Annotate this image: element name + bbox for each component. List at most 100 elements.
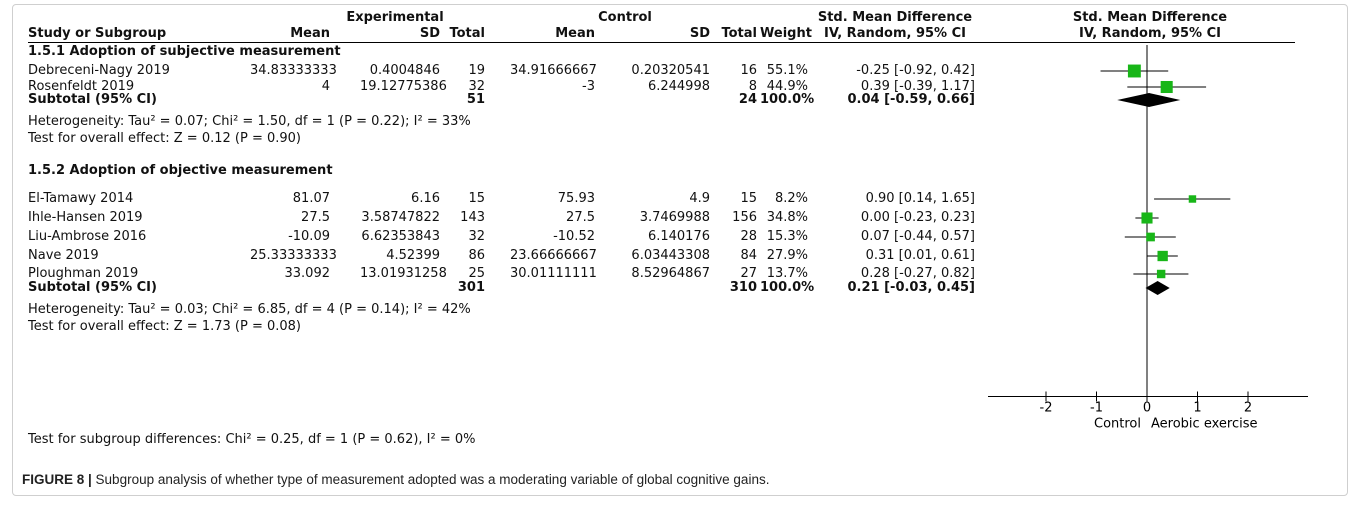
subtotal-diamond: [1145, 281, 1170, 295]
col-sd-c: SD: [689, 26, 710, 41]
col-method-plot: IV, Random, 95% CI: [1079, 26, 1221, 41]
header-control: Control: [598, 10, 652, 25]
study-total-c: 15: [740, 191, 757, 206]
study-ci: 0.28 [-0.27, 0.82]: [860, 266, 975, 281]
study-name: Debreceni-Nagy 2019: [28, 63, 170, 78]
study-sd-e: 4.52399: [386, 248, 440, 263]
col-weight: Weight: [760, 26, 812, 41]
study-sd-c: 6.03443308: [631, 248, 710, 263]
favours-left-label: Control: [1094, 417, 1141, 432]
study-total-e: 25: [468, 266, 485, 281]
study-sd-c: 4.9: [689, 191, 710, 206]
heterogeneity: Heterogeneity: Tau² = 0.07; Chi² = 1.50,…: [28, 114, 471, 129]
favours-right-label: Aerobic exercise: [1151, 417, 1257, 432]
study-mean-c: -3: [582, 79, 595, 94]
subgroup-title: 1.5.2 Adoption of objective measurement: [28, 163, 333, 178]
study-mean-e: 4: [321, 79, 330, 94]
study-total-c: 84: [740, 248, 757, 263]
overall-effect: Test for overall effect: Z = 0.12 (P = 0…: [28, 131, 301, 146]
x-tick-label: -2: [1040, 401, 1053, 416]
study-sd-e: 0.4004846: [369, 63, 440, 78]
study-ci: 0.00 [-0.23, 0.23]: [860, 210, 975, 225]
study-mean-e: -10.09: [288, 229, 330, 244]
study-ci: -0.25 [-0.92, 0.42]: [856, 63, 975, 78]
study-total-c: 16: [740, 63, 757, 78]
study-mean-e: 34.83333333: [250, 63, 337, 78]
study-square: [1156, 269, 1166, 279]
study-sd-e: 13.01931258: [360, 266, 447, 281]
subtotal-total-e: 51: [466, 92, 485, 107]
study-mean-e: 81.07: [292, 191, 330, 206]
study-square: [1160, 80, 1173, 94]
caption-label: FIGURE 8 |: [22, 472, 92, 487]
study-mean-e: 33.092: [284, 266, 331, 281]
study-mean-e: 27.5: [301, 210, 330, 225]
caption-text: Subgroup analysis of whether type of mea…: [91, 472, 770, 487]
study-total-e: 32: [468, 229, 485, 244]
study-weight: 55.1%: [766, 63, 808, 78]
study-sd-e: 3.58747822: [361, 210, 440, 225]
header-smd-plot: Std. Mean Difference: [1072, 10, 1228, 25]
subtotal-label: Subtotal (95% CI): [28, 92, 157, 107]
study-mean-c: 27.5: [566, 210, 595, 225]
x-tick-label: -1: [1090, 401, 1103, 416]
col-sd-e: SD: [419, 26, 440, 41]
col-mean-c: Mean: [555, 26, 595, 41]
study-square: [1127, 64, 1141, 78]
study-weight: 34.8%: [766, 210, 808, 225]
subtotal-label: Subtotal (95% CI): [28, 280, 157, 295]
study-mean-c: 23.66666667: [510, 248, 597, 263]
study-square: [1146, 232, 1155, 242]
study-mean-c: -10.52: [553, 229, 595, 244]
col-total-e: Total: [449, 26, 485, 41]
study-sd-c: 6.140176: [647, 229, 710, 244]
study-ci: 0.07 [-0.44, 0.57]: [860, 229, 975, 244]
study-name: Liu-Ambrose 2016: [28, 229, 147, 244]
subgroup-differences: Test for subgroup differences: Chi² = 0.…: [28, 432, 476, 447]
heterogeneity: Heterogeneity: Tau² = 0.03; Chi² = 6.85,…: [28, 302, 471, 317]
study-mean-c: 34.91666667: [510, 63, 597, 78]
x-tick-label: 2: [1244, 401, 1252, 416]
subtotal-total-c: 310: [729, 280, 757, 295]
subtotal-diamond: [1117, 93, 1181, 107]
study-ci: 0.39 [-0.39, 1.17]: [860, 79, 975, 94]
x-tick-label: 1: [1193, 401, 1201, 416]
header-experimental: Experimental: [346, 10, 444, 25]
study-total-c: 28: [740, 229, 757, 244]
study-name: El-Tamawy 2014: [28, 191, 134, 206]
study-square: [1157, 250, 1168, 262]
study-name: Ploughman 2019: [28, 266, 139, 281]
study-total-e: 19: [468, 63, 485, 78]
study-mean-e: 25.33333333: [250, 248, 337, 263]
study-sd-e: 6.62353843: [361, 229, 440, 244]
study-sd-c: 0.20320541: [631, 63, 710, 78]
study-ci: 0.90 [0.14, 1.65]: [865, 191, 975, 206]
study-mean-c: 75.93: [557, 191, 595, 206]
study-total-c: 27: [740, 266, 757, 281]
col-method-ci: IV, Random, 95% CI: [824, 26, 966, 41]
subtotal-total-c: 24: [738, 92, 757, 107]
study-sd-e: 6.16: [411, 191, 440, 206]
study-weight: 15.3%: [766, 229, 808, 244]
subtotal-total-e: 301: [457, 280, 485, 295]
study-ci: 0.31 [0.01, 0.61]: [865, 248, 975, 263]
study-name: Nave 2019: [28, 248, 99, 263]
study-weight: 44.9%: [766, 79, 808, 94]
study-name: Ihle-Hansen 2019: [28, 210, 143, 225]
study-weight: 8.2%: [774, 191, 808, 206]
figure-caption: FIGURE 8 | Subgroup analysis of whether …: [22, 472, 769, 487]
study-sd-c: 3.7469988: [639, 210, 710, 225]
study-square: [1188, 195, 1197, 203]
study-name: Rosenfeldt 2019: [28, 79, 135, 94]
col-total-c: Total: [721, 26, 757, 41]
header-smd-ci: Std. Mean Difference: [817, 10, 973, 25]
study-weight: 27.9%: [766, 248, 808, 263]
study-sd-c: 8.52964867: [631, 266, 710, 281]
subgroup-title: 1.5.1 Adoption of subjective measurement: [28, 44, 341, 59]
study-total-e: 32: [468, 79, 485, 94]
figure-frame: [12, 4, 1348, 496]
subtotal-ci: 0.04 [-0.59, 0.66]: [847, 92, 976, 107]
study-total-c: 156: [732, 210, 757, 225]
study-total-c: 8: [748, 79, 757, 94]
study-sd-c: 6.244998: [647, 79, 710, 94]
